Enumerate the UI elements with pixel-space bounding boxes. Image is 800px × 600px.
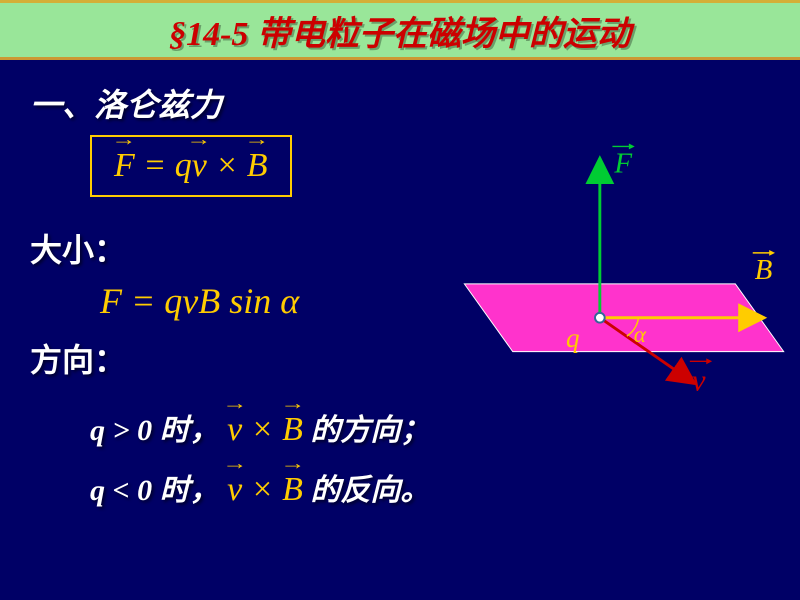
magnitude-formula: F = qvB sin α bbox=[100, 280, 299, 322]
cond-negative: q < 0 时， bbox=[90, 474, 227, 507]
case-negative: q < 0 时， v × B 的反向。 bbox=[90, 465, 430, 509]
vector-F: F bbox=[114, 147, 135, 185]
vector-diagram: F B v α q bbox=[400, 100, 790, 400]
case-positive: q > 0 时， v × B 的方向； bbox=[90, 405, 430, 449]
B-label: B bbox=[755, 254, 773, 286]
cond-positive: q > 0 时， bbox=[90, 414, 227, 447]
alpha-label: α bbox=[634, 322, 647, 348]
vector-v: v bbox=[227, 411, 242, 449]
vector-v: v bbox=[192, 147, 207, 185]
vector-B: B bbox=[282, 471, 303, 509]
charge-dot bbox=[595, 313, 605, 323]
q-label: q bbox=[566, 323, 580, 353]
section-heading: 一、洛仑兹力 bbox=[30, 80, 222, 126]
vector-v: v bbox=[227, 471, 242, 509]
var-q: q bbox=[175, 147, 192, 184]
vector-B: B bbox=[247, 147, 268, 185]
title-bar: §14-5 带电粒子在磁场中的运动 bbox=[0, 0, 800, 60]
page-title: §14-5 带电粒子在磁场中的运动 bbox=[169, 6, 631, 55]
v-label: v bbox=[692, 362, 706, 397]
vector-B: B bbox=[282, 411, 303, 449]
F-label: F bbox=[613, 148, 632, 180]
slide-content: 一、洛仑兹力 F = qv × B 大小： F = qvB sin α 方向： … bbox=[0, 60, 800, 600]
magnitude-label: 大小： bbox=[30, 225, 126, 271]
lorentz-formula-box: F = qv × B bbox=[90, 135, 292, 197]
direction-label: 方向： bbox=[30, 335, 126, 381]
